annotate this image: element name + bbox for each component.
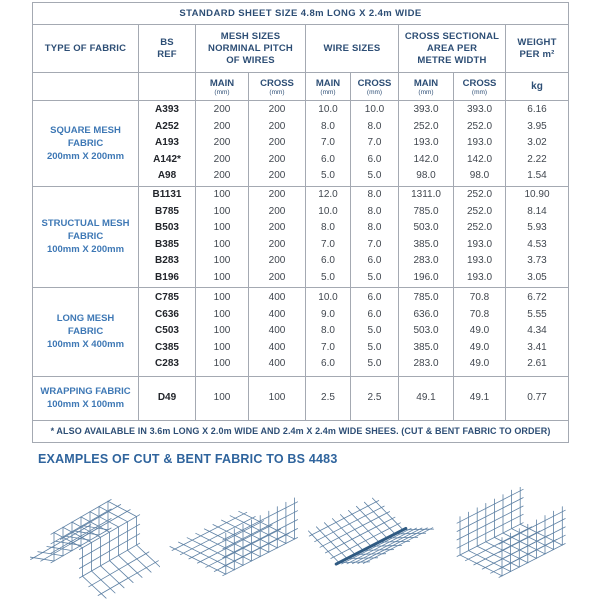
fabric-type-label: WRAPPING FABRIC 100mm X 100mm [32,375,139,421]
mesh-fabric-spec-table: STANDARD SHEET SIZE 4.8m LONG X 2.4m WID… [31,2,570,443]
cs-cross-cell: 49.1 [453,375,506,421]
weight-cell: 0.77 [504,375,570,421]
table-footnote: * ALSO AVAILABLE IN 3.6m LONG X 2.0m WID… [31,419,570,443]
bs-ref-cell: D49 [138,375,196,421]
bs-ref-cell: C785 C636 C503 C385 C283 [138,286,196,377]
wire-main-cell: 10.0 8.0 7.0 6.0 5.0 [305,100,351,187]
subheader-mm-unit: (mm) [269,88,285,96]
subheader-empty-bs-ref [138,72,196,101]
col-header-cross-sectional-area: CROSS SECTIONAL AREA PER METRE WIDTH [398,24,506,73]
subheader-mm-unit: (mm) [366,88,383,96]
subheader-main-label: MAIN [413,77,439,89]
wire-main-cell: 10.0 9.0 8.0 7.0 6.0 [305,286,351,377]
mesh-main-cell: 100 [195,375,249,421]
mesh-main-cell: 100 100 100 100 100 100 [195,186,249,288]
v-fold-bent-mesh-figure [308,497,435,566]
subheader-mesh-main: MAIN (mm) [195,72,249,101]
mesh-cross-cell: 100 [248,375,306,421]
mesh-cross-cell: 200 200 200 200 200 200 [248,186,306,288]
subheader-main-label: MAIN [315,77,341,89]
fabric-group-row-3: WRAPPING FABRIC 100mm X 100mm D49 100 100 2.… [32,375,570,421]
cs-cross-cell: 70.8 70.8 49.0 49.0 49.0 [453,286,506,377]
subheader-mm-unit: (mm) [320,88,336,96]
cs-main-cell: 785.0 636.0 503.0 385.0 283.0 [398,286,454,377]
fabric-group-row-0: SQUARE MESH FABRIC 200mm X 200mm A393 A25… [32,100,570,187]
l-shaped-bent-mesh-figure [169,497,298,577]
subheader-wire-cross: CROSS (mm) [350,72,399,101]
examples-heading: EXAMPLES OF CUT & BENT FABRIC TO BS 4483 [38,452,338,466]
subheader-mm-unit: (mm) [214,88,230,96]
weight-cell: 6.16 3.95 3.02 2.22 1.54 [504,100,570,187]
fabric-type-label: SQUARE MESH FABRIC 200mm X 200mm [32,100,139,187]
cs-main-cell: 49.1 [398,375,454,421]
subheader-cs-main: MAIN (mm) [398,72,454,101]
mesh-main-cell: 100 100 100 100 100 [195,286,249,377]
fabric-type-label: LONG MESH FABRIC 100mm X 400mm [32,286,139,377]
wire-cross-cell: 6.0 6.0 5.0 5.0 5.0 [350,286,399,377]
subheader-kg: kg [504,72,570,101]
subheader-mm-unit: (mm) [418,88,434,96]
subheader-cs-cross: CROSS (mm) [453,72,506,101]
col-header-wire-sizes: WIRE SIZES [305,24,399,73]
fabric-type-label: STRUCTUAL MESH FABRIC 100mm X 200mm [32,186,139,288]
table-title-row: STANDARD SHEET SIZE 4.8m LONG X 2.4m WID… [31,2,570,25]
wire-main-cell: 2.5 [305,375,351,421]
cs-cross-cell: 393.0 252.0 193.0 142.0 98.0 [453,100,506,187]
mesh-cross-cell: 200 200 200 200 200 [248,100,306,187]
mesh-cross-cell: 400 400 400 400 400 [248,286,306,377]
bs-ref-cell: B1131 B785 B503 B385 B283 B196 [138,186,196,288]
col-header-bs-ref: BS REF [138,24,196,73]
u-channel-bent-mesh-figure [456,487,566,578]
weight-cell: 6.72 5.55 4.34 3.41 2.61 [504,286,570,377]
subheader-cross-label: CROSS [462,77,497,89]
table-header-row: TYPE OF FABRIC BS REF MESH SIZES NORMINA… [32,24,570,73]
wire-cross-cell: 10.0 8.0 7.0 6.0 5.0 [350,100,399,187]
subheader-main-label: MAIN [209,77,235,89]
cs-main-cell: 393.0 252.0 193.0 142.0 98.0 [398,100,454,187]
mesh-main-cell: 200 200 200 200 200 [195,100,249,187]
col-header-mesh-sizes: MESH SIZES NORMINAL PITCH OF WIRES [195,24,306,73]
standard-sheet-table: STANDARD SHEET SIZE 4.8m LONG X 2.4m WID… [31,2,570,443]
table-footnote-row: * ALSO AVAILABLE IN 3.6m LONG X 2.0m WID… [31,419,570,443]
fabric-group-row-1: STRUCTUAL MESH FABRIC 100mm X 200mm B1131… [32,186,570,288]
fabric-group-row-2: LONG MESH FABRIC 100mm X 400mm C785 C636 … [32,286,570,377]
bs-ref-cell: A393 A252 A193 A142* A98 [138,100,196,187]
top-hat-bent-mesh-figure [30,499,160,599]
subheader-mm-unit: (mm) [471,88,488,96]
subheader-empty-type [32,72,139,101]
col-header-weight: WEIGHT PER m² [504,24,570,73]
subheader-mesh-cross: CROSS (mm) [248,72,306,101]
subheader-wire-main: MAIN (mm) [305,72,351,101]
table-subheader-row: MAIN (mm) CROSS (mm) MAIN (mm) CROSS (mm… [32,72,570,101]
wire-main-cell: 12.0 10.0 8.0 7.0 6.0 5.0 [305,186,351,288]
cs-cross-cell: 252.0 252.0 252.0 193.0 193.0 193.0 [453,186,506,288]
subheader-cross-label: CROSS [260,77,294,89]
cs-main-cell: 1311.0 785.0 503.0 385.0 283.0 196.0 [398,186,454,288]
cut-bent-fabric-examples [30,487,570,599]
wire-cross-cell: 8.0 8.0 8.0 7.0 6.0 5.0 [350,186,399,288]
col-header-type-of-fabric: TYPE OF FABRIC [32,24,139,73]
weight-cell: 10.90 8.14 5.93 4.53 3.73 3.05 [504,186,570,288]
subheader-cross-label: CROSS [357,77,392,89]
table-title: STANDARD SHEET SIZE 4.8m LONG X 2.4m WID… [31,2,570,25]
wire-cross-cell: 2.5 [350,375,399,421]
